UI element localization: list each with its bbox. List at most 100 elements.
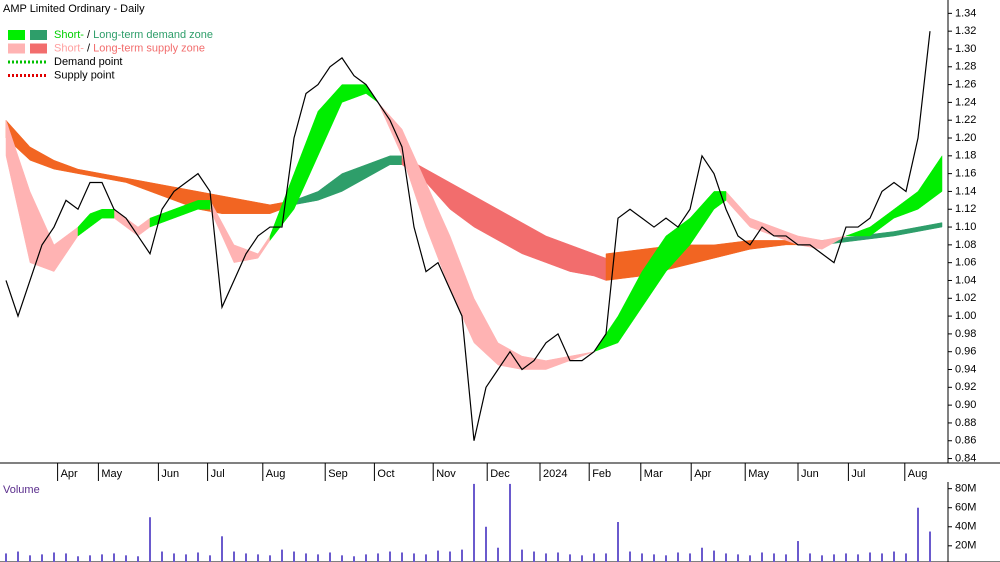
volume-bar xyxy=(185,554,187,562)
volume-bar xyxy=(521,549,523,562)
volume-bar xyxy=(17,551,19,562)
volume-bar xyxy=(629,551,631,562)
y-tick-label: 1.06 xyxy=(955,257,976,269)
x-tick-label: Apr xyxy=(61,468,78,480)
y-tick-label: 1.22 xyxy=(955,114,976,126)
volume-bar xyxy=(533,551,535,562)
volume-bar xyxy=(341,555,343,562)
y-tick-label: 1.12 xyxy=(955,203,976,215)
legend-text: Supply point xyxy=(54,69,115,81)
volume-bar xyxy=(329,552,331,562)
volume-bar xyxy=(677,552,679,562)
volume-bar xyxy=(653,554,655,562)
y-tick-label: 0.94 xyxy=(955,363,976,375)
panel-title: Volume xyxy=(3,484,40,496)
price-line xyxy=(5,31,931,441)
y-tick-label: 1.08 xyxy=(955,239,976,251)
legend-label: Short- / Long-term demand zone xyxy=(54,29,213,41)
volume-bar xyxy=(761,552,763,562)
y-tick-label: 1.16 xyxy=(955,168,976,180)
volume-bar xyxy=(113,553,115,562)
x-tick-label: Sep xyxy=(328,468,348,480)
zone xyxy=(845,154,943,237)
x-tick-label: Jul xyxy=(211,468,225,480)
legend-label: Short- / Long-term supply zone xyxy=(54,42,205,54)
volume-bar xyxy=(809,553,811,562)
volume-bar xyxy=(233,551,235,562)
y-tick-label: 1.30 xyxy=(955,43,976,55)
volume-bar xyxy=(245,553,247,562)
volume-bar xyxy=(389,551,391,562)
legend-text: Short- xyxy=(54,42,84,54)
y-tick-label: 0.88 xyxy=(955,417,976,429)
x-tick-label: Jun xyxy=(161,468,179,480)
volume-bar xyxy=(845,553,847,562)
y-tick-label: 1.04 xyxy=(955,274,976,286)
volume-bar xyxy=(377,553,379,562)
legend-swatch xyxy=(8,43,25,54)
volume-bar xyxy=(305,553,307,562)
volume-bar xyxy=(869,552,871,562)
y-tick-label: 80M xyxy=(955,483,976,495)
volume-bar xyxy=(665,555,667,562)
y-tick-label: 1.14 xyxy=(955,185,976,197)
y-tick-label: 1.02 xyxy=(955,292,976,304)
x-tick-label: Aug xyxy=(908,468,928,480)
legend-swatch xyxy=(30,30,47,40)
volume-bar xyxy=(641,553,643,562)
legend-label: Supply point xyxy=(54,69,115,81)
volume-bar xyxy=(53,552,55,562)
volume-bar xyxy=(425,554,427,562)
volume-bar xyxy=(413,553,415,562)
volume-bar xyxy=(89,555,91,562)
volume-bar xyxy=(605,553,607,562)
volume-bar xyxy=(221,536,223,562)
volume-bar xyxy=(437,550,439,562)
y-tick-label: 0.92 xyxy=(955,381,976,393)
volume-bar xyxy=(497,547,499,562)
volume-bar xyxy=(509,483,511,562)
volume-bar xyxy=(293,551,295,562)
volume-bar xyxy=(797,541,799,562)
x-tick-label: Jul xyxy=(851,468,865,480)
legend-text: Long-term demand zone xyxy=(93,29,213,41)
y-tick-label: 0.90 xyxy=(955,399,976,411)
volume-bar xyxy=(257,554,259,562)
legend-label: Demand point xyxy=(54,56,123,68)
y-tick-label: 0.86 xyxy=(955,435,976,447)
volume-bar xyxy=(833,554,835,562)
y-tick-label: 20M xyxy=(955,540,976,552)
y-tick-label: 0.98 xyxy=(955,328,976,340)
volume-bar xyxy=(581,555,583,562)
volume-bar xyxy=(209,555,211,562)
x-tick-label: May xyxy=(101,468,122,480)
volume-bar xyxy=(461,549,463,562)
volume-bar xyxy=(137,556,139,562)
volume-bar xyxy=(881,553,883,562)
y-tick-label: 0.84 xyxy=(955,452,976,464)
volume-bar xyxy=(65,553,67,562)
legend-swatch xyxy=(8,30,25,40)
volume-bar xyxy=(821,555,823,562)
legend-text: Demand point xyxy=(54,56,123,68)
volume-bar xyxy=(725,553,727,562)
y-tick-label: 1.00 xyxy=(955,310,976,322)
y-tick-label: 0.96 xyxy=(955,346,976,358)
volume-bar xyxy=(737,554,739,562)
volume-bar xyxy=(317,554,319,562)
x-tick-label: Dec xyxy=(490,468,510,480)
volume-bar xyxy=(401,552,403,562)
volume-bar xyxy=(173,553,175,562)
legend-text: / xyxy=(84,42,93,54)
volume-bar xyxy=(149,517,151,562)
y-tick-label: 1.26 xyxy=(955,78,976,90)
volume-bar xyxy=(785,554,787,562)
chart-title: AMP Limited Ordinary - Daily xyxy=(3,3,145,15)
volume-bar xyxy=(917,507,919,562)
y-tick-label: 1.20 xyxy=(955,132,976,144)
volume-bar xyxy=(125,555,127,562)
x-tick-label: Feb xyxy=(592,468,611,480)
y-tick-label: 1.32 xyxy=(955,25,976,37)
volume-bar xyxy=(485,526,487,562)
x-tick-label: May xyxy=(748,468,769,480)
